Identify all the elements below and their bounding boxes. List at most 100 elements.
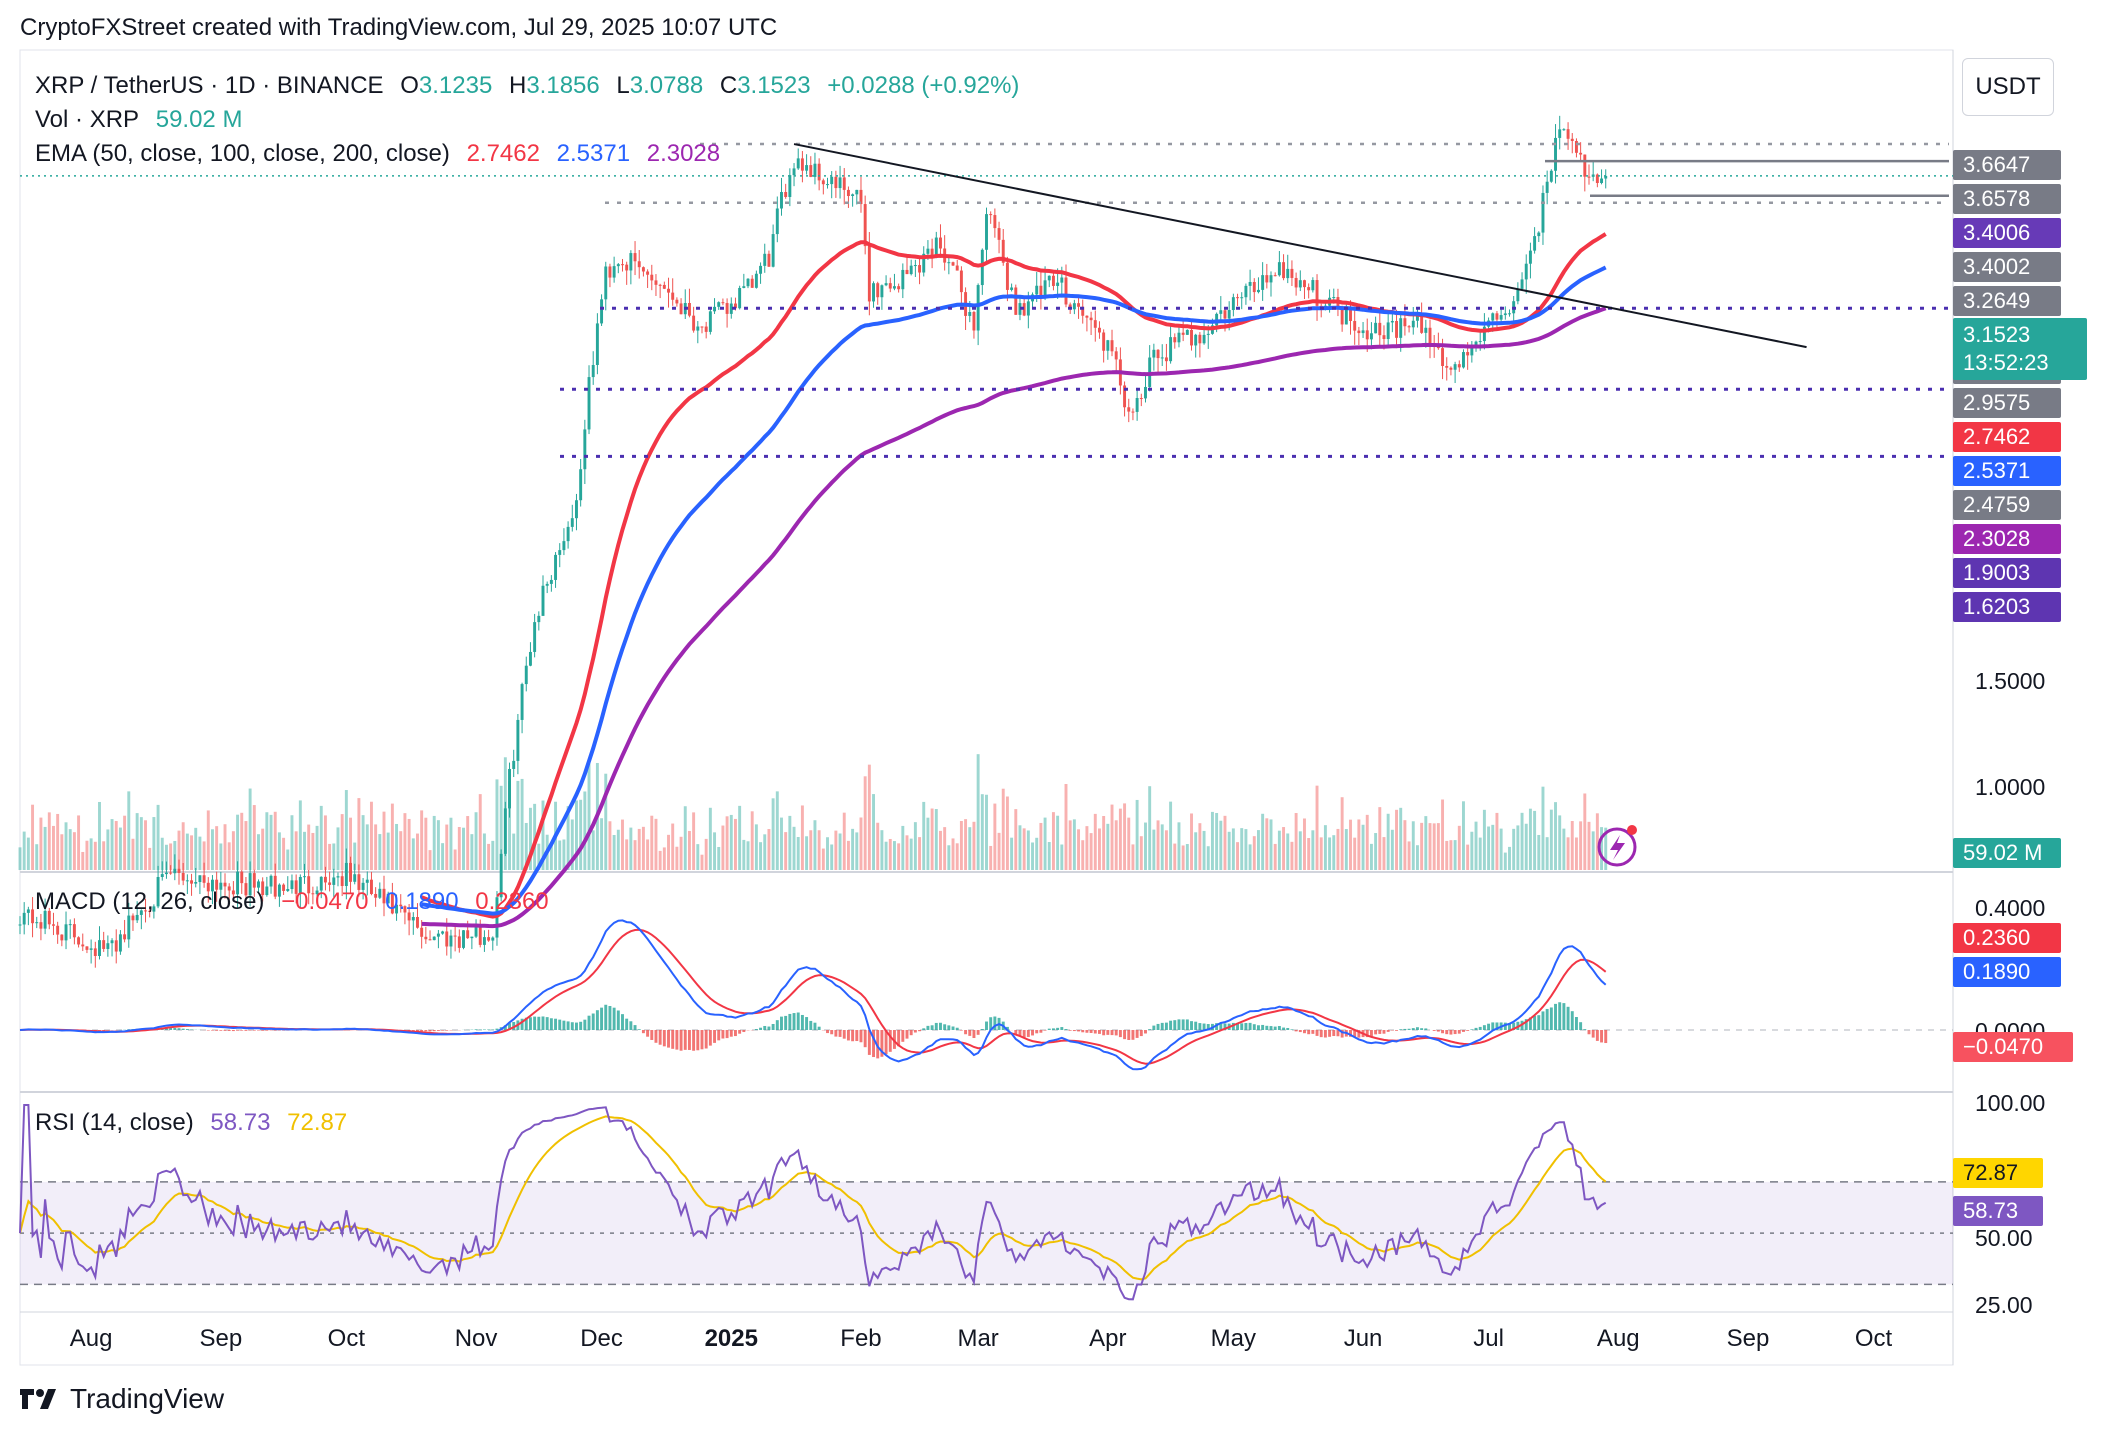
macd-hist-bar: [1219, 1022, 1223, 1030]
volume-label[interactable]: Vol · XRP: [35, 106, 140, 133]
macd-hist-bar: [846, 1030, 850, 1041]
footer-logo[interactable]: TradingView: [20, 1383, 224, 1415]
candle-body: [1574, 140, 1578, 153]
candle-body: [361, 882, 365, 890]
volume-bar: [1407, 841, 1411, 870]
volume-bar: [846, 840, 850, 870]
volume-bar: [926, 817, 930, 870]
volume-bar: [922, 801, 926, 870]
macd-hist-bar: [1139, 1030, 1143, 1037]
macd-label[interactable]: MACD (12, 26, close): [35, 888, 265, 915]
candle-body: [215, 879, 219, 890]
candle-body: [1428, 327, 1432, 346]
macd-signal-value: 0.2360: [475, 888, 549, 915]
volume-bar: [662, 847, 666, 870]
macd-hist-bar: [985, 1021, 988, 1030]
volume-bar: [508, 781, 511, 870]
candle-body: [738, 287, 742, 309]
volume-bar: [604, 773, 608, 870]
macd-hist-bar: [1114, 1030, 1118, 1036]
volume-bar: [1031, 842, 1034, 870]
macd-hist-bar: [763, 1025, 767, 1030]
macd-hist-bar: [964, 1030, 968, 1035]
volume-bar: [1474, 821, 1478, 870]
candle-body: [562, 541, 566, 551]
volume-bar: [336, 827, 340, 870]
candle-body: [625, 264, 629, 271]
macd-hist-bar: [1554, 1003, 1557, 1030]
volume-bar: [110, 819, 114, 870]
macd-hist-bar: [1265, 1025, 1269, 1030]
candle-body: [210, 879, 214, 892]
price-badge-2.5371: 2.5371: [1953, 456, 2061, 486]
volume-bar: [1470, 831, 1474, 870]
candle-body: [658, 284, 662, 286]
candle-body: [319, 876, 323, 891]
volume-bar: [428, 850, 432, 870]
macd-hist-bar: [909, 1030, 913, 1036]
candle-body: [1395, 320, 1398, 338]
macd-hist-bar: [930, 1025, 934, 1030]
volume-bar: [449, 817, 453, 870]
macd-hist-bar: [1202, 1023, 1206, 1030]
candle-body: [1181, 332, 1185, 335]
candle-body: [1595, 174, 1599, 184]
volume-bar: [746, 841, 750, 870]
macd-hist-bar: [867, 1030, 871, 1055]
volume-bar: [219, 843, 223, 870]
volume-bar: [1566, 837, 1570, 870]
candle-body: [1072, 303, 1076, 310]
macd-hist-bar: [1198, 1023, 1202, 1030]
volume-bar: [441, 843, 445, 870]
candle-body: [236, 871, 240, 895]
volume-bar: [1298, 831, 1302, 870]
macd-hist-bar: [1077, 1030, 1081, 1032]
volume-bar: [416, 833, 419, 870]
volume-bar: [1169, 801, 1173, 870]
macd-hist-bar: [1449, 1030, 1453, 1035]
macd-hist-bar: [604, 1004, 608, 1030]
candle-body: [102, 940, 106, 949]
volume-bar: [43, 826, 47, 870]
macd-hist-bar: [562, 1020, 566, 1030]
volume-bar: [1562, 828, 1566, 870]
currency-button[interactable]: USDT: [1962, 58, 2054, 116]
candle-body: [558, 550, 562, 555]
macd-hist-bar: [265, 1030, 269, 1031]
open-value: 3.1235: [418, 72, 493, 99]
macd-hist-bar: [533, 1016, 537, 1030]
macd-hist-bar: [181, 1028, 185, 1030]
candle-body: [1089, 317, 1093, 321]
rsi-label[interactable]: RSI (14, close): [35, 1109, 194, 1136]
time-label-sep: Sep: [199, 1325, 243, 1352]
macd-hist-bar: [524, 1017, 528, 1030]
volume-bar: [1491, 824, 1495, 870]
ema-label[interactable]: EMA (50, close, 100, close, 200, close): [35, 140, 450, 167]
candle-body: [1131, 411, 1135, 413]
macd-hist-bar: [1541, 1011, 1545, 1030]
candle-body: [1223, 310, 1227, 319]
candle-body: [1374, 322, 1378, 334]
macd-hist-bar: [1240, 1023, 1244, 1030]
symbol-name[interactable]: XRP / TetherUS · 1D · BINANCE: [35, 72, 384, 99]
candle-body: [1457, 364, 1461, 368]
macd-hist-bar: [1286, 1027, 1290, 1030]
macd-hist-bar: [273, 1030, 277, 1031]
volume-bar: [1077, 829, 1081, 870]
alert-lightning-icon: [1597, 825, 1637, 867]
price-badge-3.6647: 3.6647: [1953, 150, 2061, 180]
macd-hist-bar: [1336, 1030, 1340, 1037]
time-label-aug: Aug: [1596, 1325, 1640, 1352]
candle-body: [1537, 232, 1541, 237]
current-price: 3.1523: [1963, 322, 2031, 347]
macd-hist-bar: [244, 1030, 248, 1031]
candle-body: [763, 253, 767, 266]
volume-bar: [767, 829, 771, 870]
candle-body: [579, 469, 583, 501]
volume-bar: [68, 829, 72, 870]
candle-body: [60, 934, 64, 941]
volume-bar: [562, 839, 566, 870]
volume-bar: [177, 830, 181, 870]
volume-bar: [704, 838, 708, 870]
